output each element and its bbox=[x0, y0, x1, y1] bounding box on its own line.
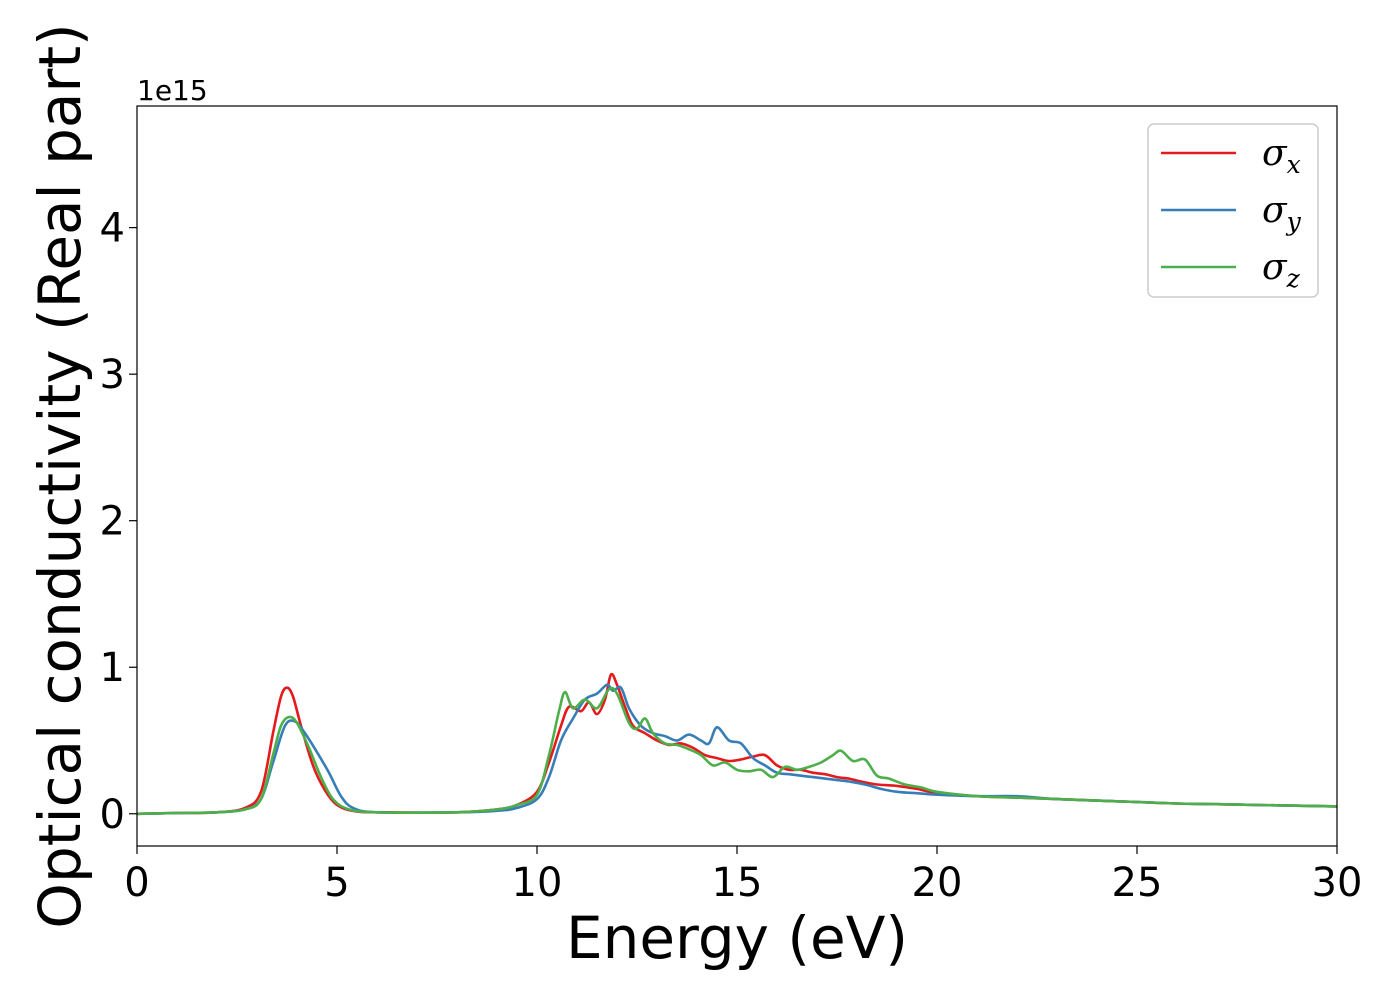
y-tick-label: 0 bbox=[100, 792, 125, 838]
legend-label-z: σz bbox=[1262, 247, 1301, 293]
series-line-x bbox=[136, 672, 1338, 816]
y-axis-title: Optical conductivity (Real part) bbox=[26, 23, 94, 928]
series-line-z bbox=[136, 686, 1338, 816]
y-tick-label: 3 bbox=[100, 352, 125, 398]
x-axis-ticks: 0 5 10 15 20 25 30 bbox=[124, 846, 1362, 906]
y-tick-label: 1 bbox=[100, 645, 125, 691]
y-offset-label: 1e15 bbox=[137, 74, 208, 107]
legend-label-y: σy bbox=[1262, 190, 1302, 236]
x-tick-label: 30 bbox=[1312, 860, 1363, 906]
plot-lines bbox=[136, 672, 1338, 816]
x-tick-label: 5 bbox=[324, 860, 349, 906]
legend-label-x: σx bbox=[1262, 133, 1301, 179]
y-tick-label: 2 bbox=[100, 499, 125, 545]
y-axis-ticks: 0 1 2 3 4 bbox=[100, 206, 137, 838]
x-tick-label: 25 bbox=[1112, 860, 1163, 906]
series-line-y bbox=[136, 683, 1338, 816]
x-axis-title: Energy (eV) bbox=[566, 904, 908, 972]
legend: σx σy σz bbox=[1147, 123, 1319, 298]
y-tick-label: 4 bbox=[100, 206, 125, 252]
x-tick-label: 0 bbox=[124, 860, 149, 906]
x-tick-label: 15 bbox=[712, 860, 763, 906]
x-tick-label: 10 bbox=[512, 860, 563, 906]
x-tick-label: 20 bbox=[912, 860, 963, 906]
